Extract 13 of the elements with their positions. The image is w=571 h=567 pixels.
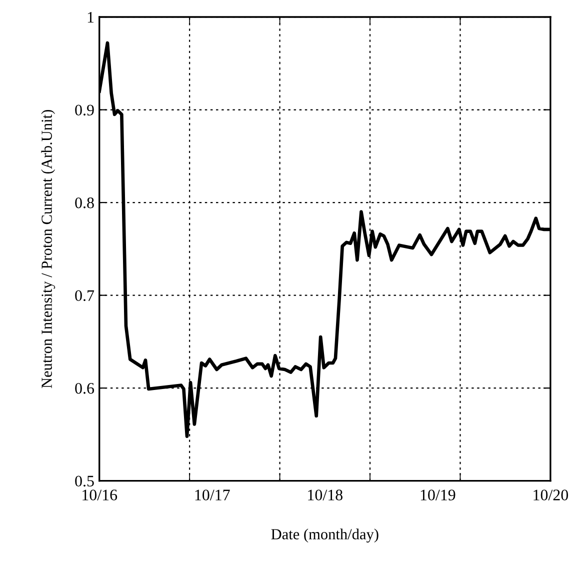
x-tick-label: 10/18 <box>308 490 342 500</box>
y-axis-title: Neutron Intensity / Proton Current (Arb.Unit) <box>41 110 56 388</box>
y-tick-label: 0.9 <box>75 104 94 116</box>
x-tick-label: 10/16 <box>82 490 118 500</box>
y-tick-label: 0.8 <box>75 197 94 208</box>
x-tick-label: 10/20 <box>534 490 568 500</box>
y-tick-label: 0.6 <box>75 382 94 394</box>
x-tick-label: 10/17 <box>195 490 230 500</box>
y-tick-label: 1 <box>88 12 94 23</box>
y-tick-label: 0.5 <box>75 476 94 487</box>
x-tick-label: 10/19 <box>420 490 456 500</box>
x-axis-title: Date (month/day) <box>271 528 378 543</box>
y-tick-label: 0.7 <box>75 290 94 302</box>
